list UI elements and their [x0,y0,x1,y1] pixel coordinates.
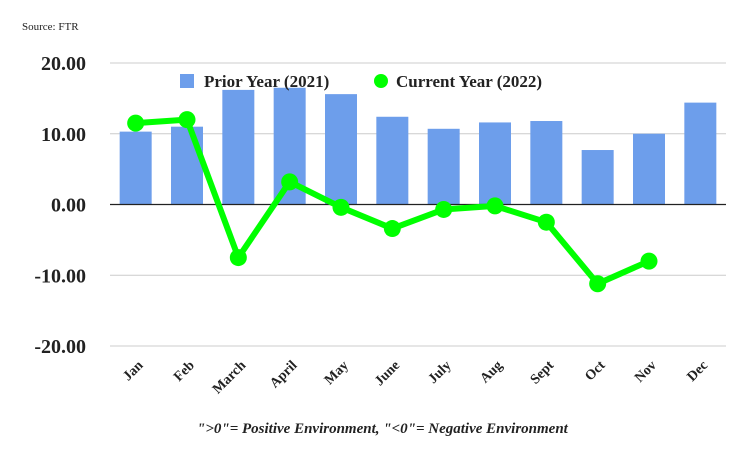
x-tick-label: Feb [171,358,198,385]
point-feb [178,111,196,129]
footnote: ">0"= Positive Environment, "<0"= Negati… [197,421,568,437]
x-tick-label: March [210,358,249,397]
y-tick-label: 20.00 [41,53,86,75]
legend-swatch-current [374,74,388,88]
x-tick-label: May [322,358,352,388]
point-aug [486,197,504,215]
x-tick-label: April [267,358,300,391]
x-tick-label: June [372,358,403,389]
point-may [332,198,350,216]
point-nov [640,252,658,270]
point-sept [537,213,555,231]
bar-oct [581,150,614,205]
x-tick-label: Aug [478,358,506,386]
x-tick-label: July [426,358,455,387]
point-april [281,173,299,191]
x-tick-label: Nov [632,358,660,386]
bar-sept [530,121,563,205]
x-tick-label: Sept [528,358,558,388]
x-tick-label: Jan [120,358,146,384]
bar-june [376,116,409,205]
y-tick-label: -10.00 [34,265,86,287]
point-oct [589,275,607,293]
y-tick-label: -20.00 [34,336,86,358]
point-june [383,220,401,238]
bar-march [222,89,255,205]
y-tick-label: 0.00 [51,195,86,217]
point-march [229,249,247,267]
point-july [435,200,453,218]
bar-aug [479,122,511,205]
bar-jan [119,131,152,205]
bar-may [325,94,357,205]
source-note: Source: FTR [22,21,79,33]
legend-swatch-prior [180,74,194,88]
bar-july [427,128,460,205]
bar-dec [684,102,717,205]
legend-label-current: Current Year (2022) [396,72,542,91]
bar-feb [171,126,203,205]
legend-label-prior: Prior Year (2021) [204,72,329,91]
y-tick-label: 10.00 [41,124,86,146]
point-jan [127,114,145,132]
x-tick-label: Oct [582,358,608,384]
bar-nov [633,133,665,205]
x-tick-label: Dec [685,358,712,385]
